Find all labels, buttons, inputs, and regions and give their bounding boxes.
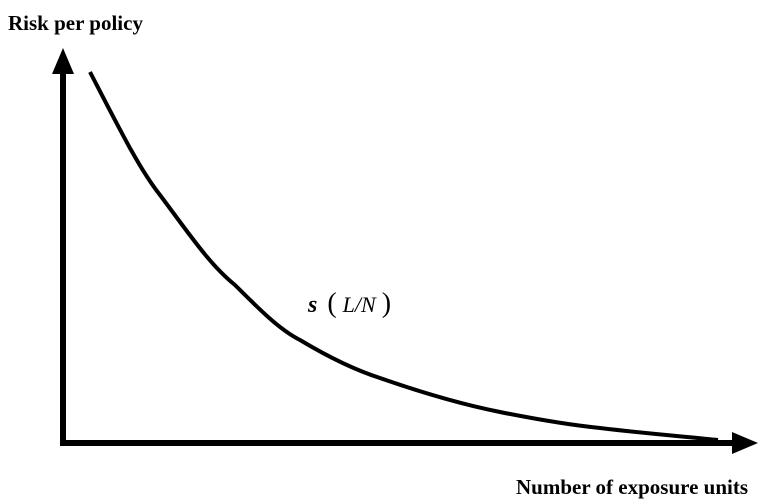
x-axis-label: Number of exposure units: [516, 475, 748, 499]
curve: [88, 71, 719, 442]
x-axis-arrow: [732, 432, 758, 454]
curve-symbol: s: [307, 292, 317, 318]
curve-label: s ( L/N ): [307, 288, 391, 319]
paren: ): [382, 288, 391, 319]
y-axis-arrow: [52, 48, 74, 74]
paren: (: [327, 288, 336, 319]
curve-argument: L/N: [342, 292, 377, 317]
y-axis-label: Risk per policy: [8, 11, 143, 35]
